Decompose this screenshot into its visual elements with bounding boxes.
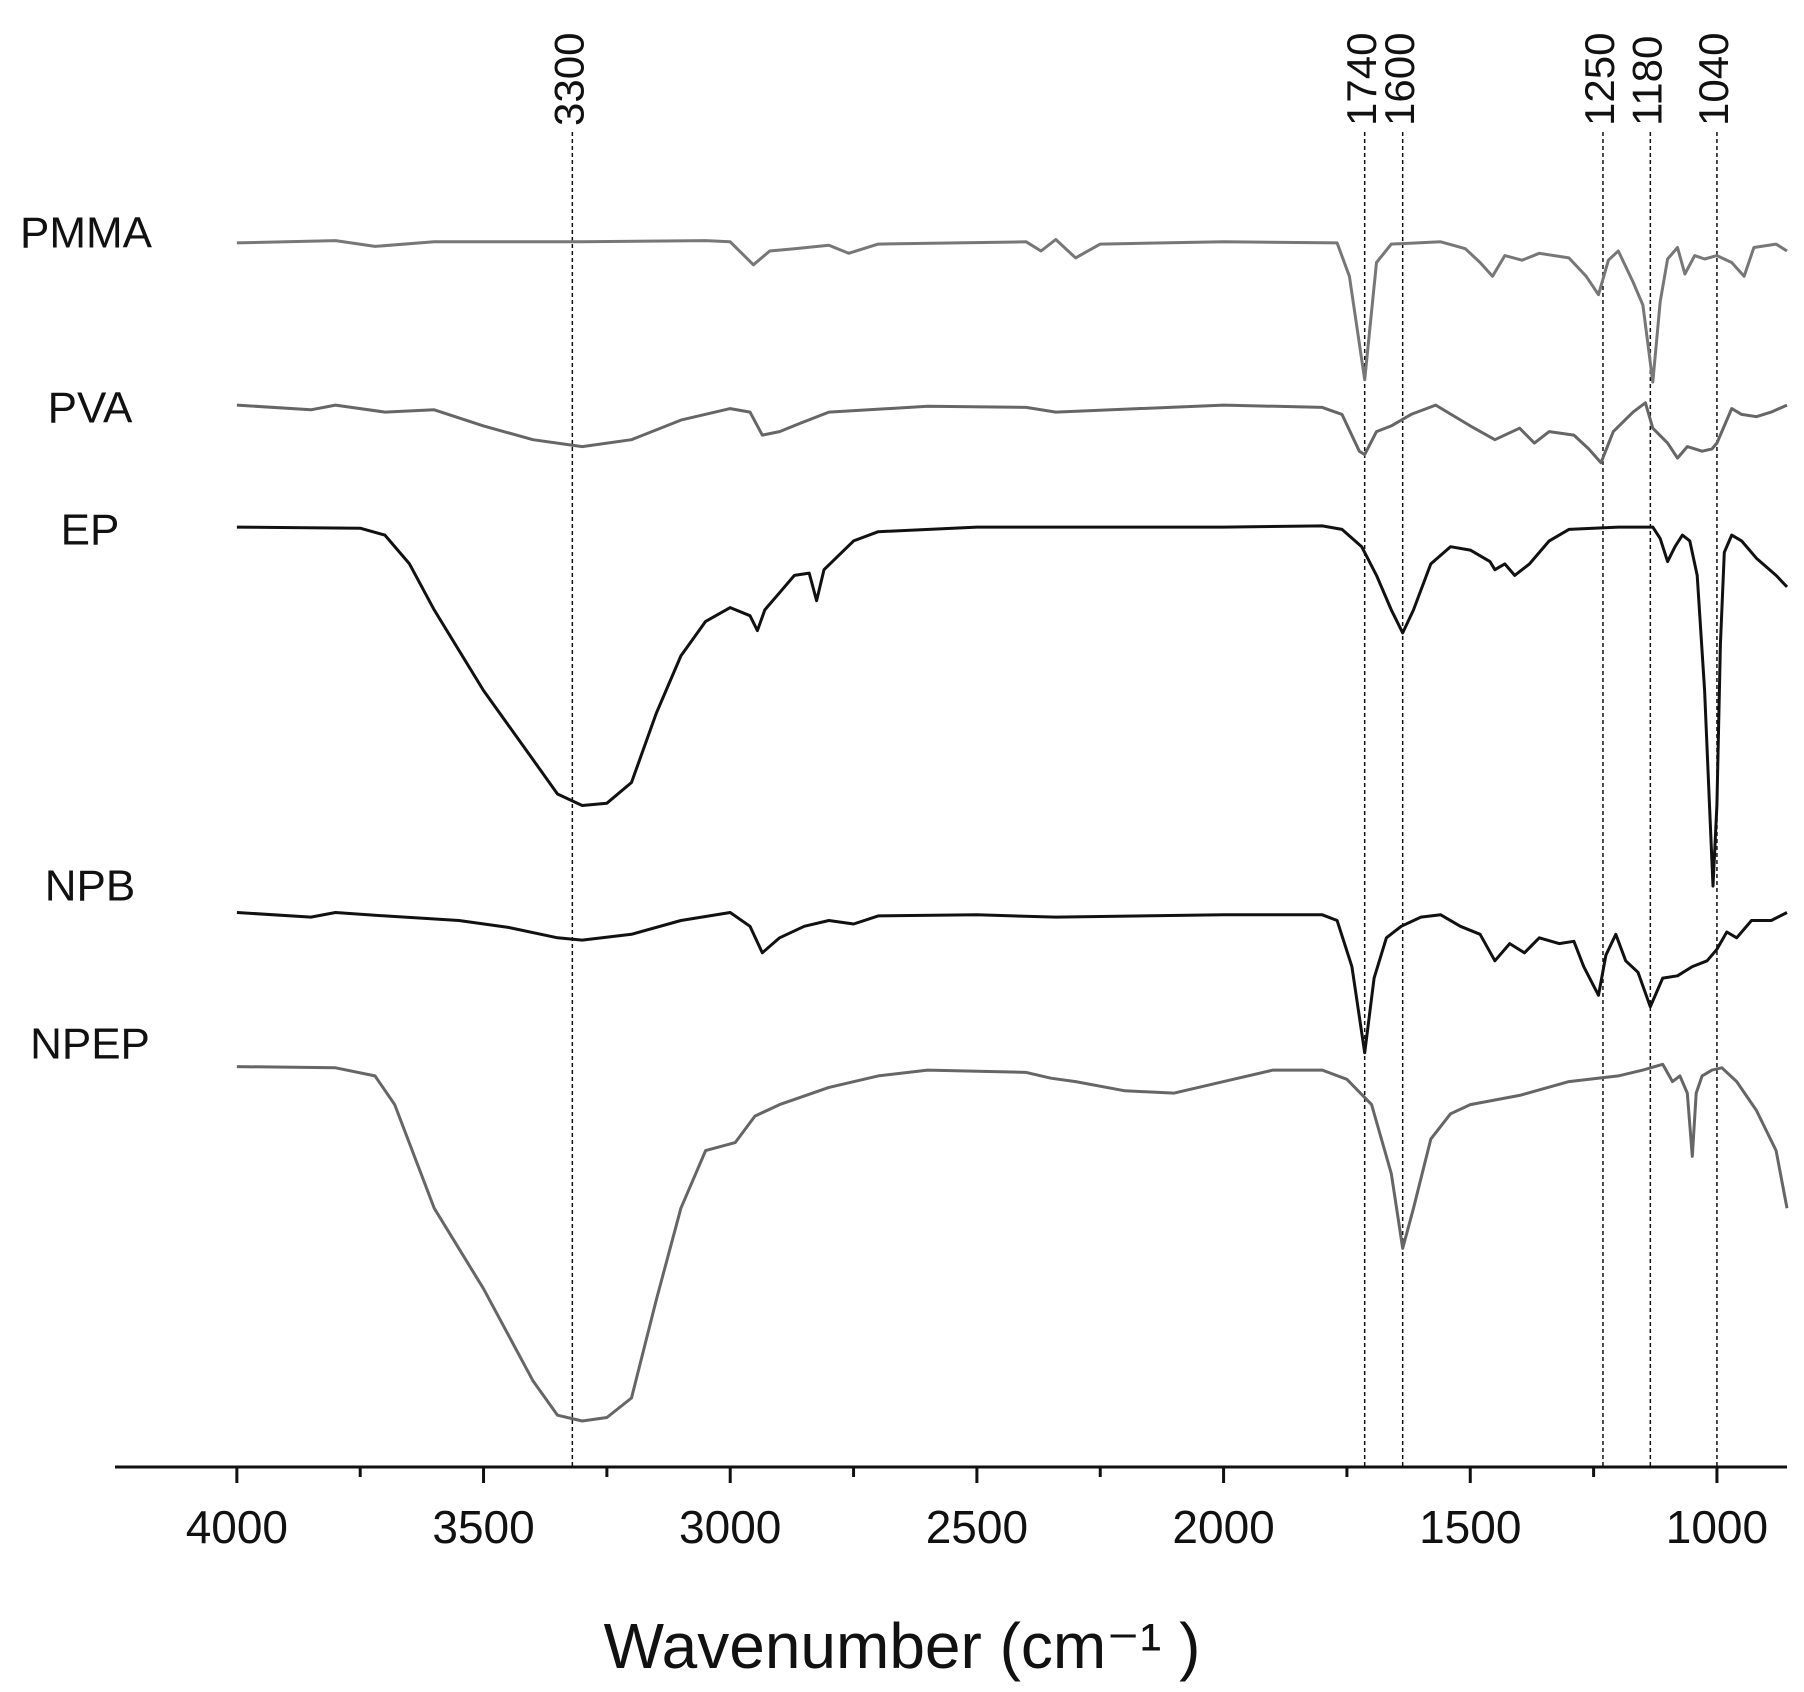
series-label: PVA xyxy=(48,384,133,433)
x-tick-label: 1000 xyxy=(1666,1501,1768,1553)
x-axis-title: Wavenumber (cm⁻¹ ) xyxy=(604,1610,1201,1682)
annotation-label: 1600 xyxy=(1376,33,1423,126)
spectrum-line xyxy=(236,524,1789,888)
annotation-label: 1040 xyxy=(1690,33,1737,126)
spectrum-line xyxy=(236,1062,1789,1423)
x-tick-label: 3000 xyxy=(679,1501,781,1553)
annotation-label: 1740 xyxy=(1338,33,1385,126)
annotation-label: 3300 xyxy=(545,33,592,126)
spectrum-line xyxy=(236,401,1788,465)
x-tick-label: 2000 xyxy=(1172,1501,1274,1553)
series-label: EP xyxy=(61,506,120,555)
annotation-label: 1180 xyxy=(1623,36,1670,126)
x-tick-label: 3500 xyxy=(432,1501,534,1553)
spectrum-line xyxy=(236,238,1788,384)
x-tick-label: 2500 xyxy=(926,1501,1028,1553)
series-label: NPB xyxy=(45,862,135,911)
spectrum-line xyxy=(236,911,1788,1055)
x-tick-label: 4000 xyxy=(186,1501,288,1553)
series-label: PMMA xyxy=(20,209,153,258)
series-label: NPEP xyxy=(30,1020,150,1069)
x-tick-label: 1500 xyxy=(1419,1501,1521,1553)
annotation-label: 1250 xyxy=(1576,33,1623,126)
